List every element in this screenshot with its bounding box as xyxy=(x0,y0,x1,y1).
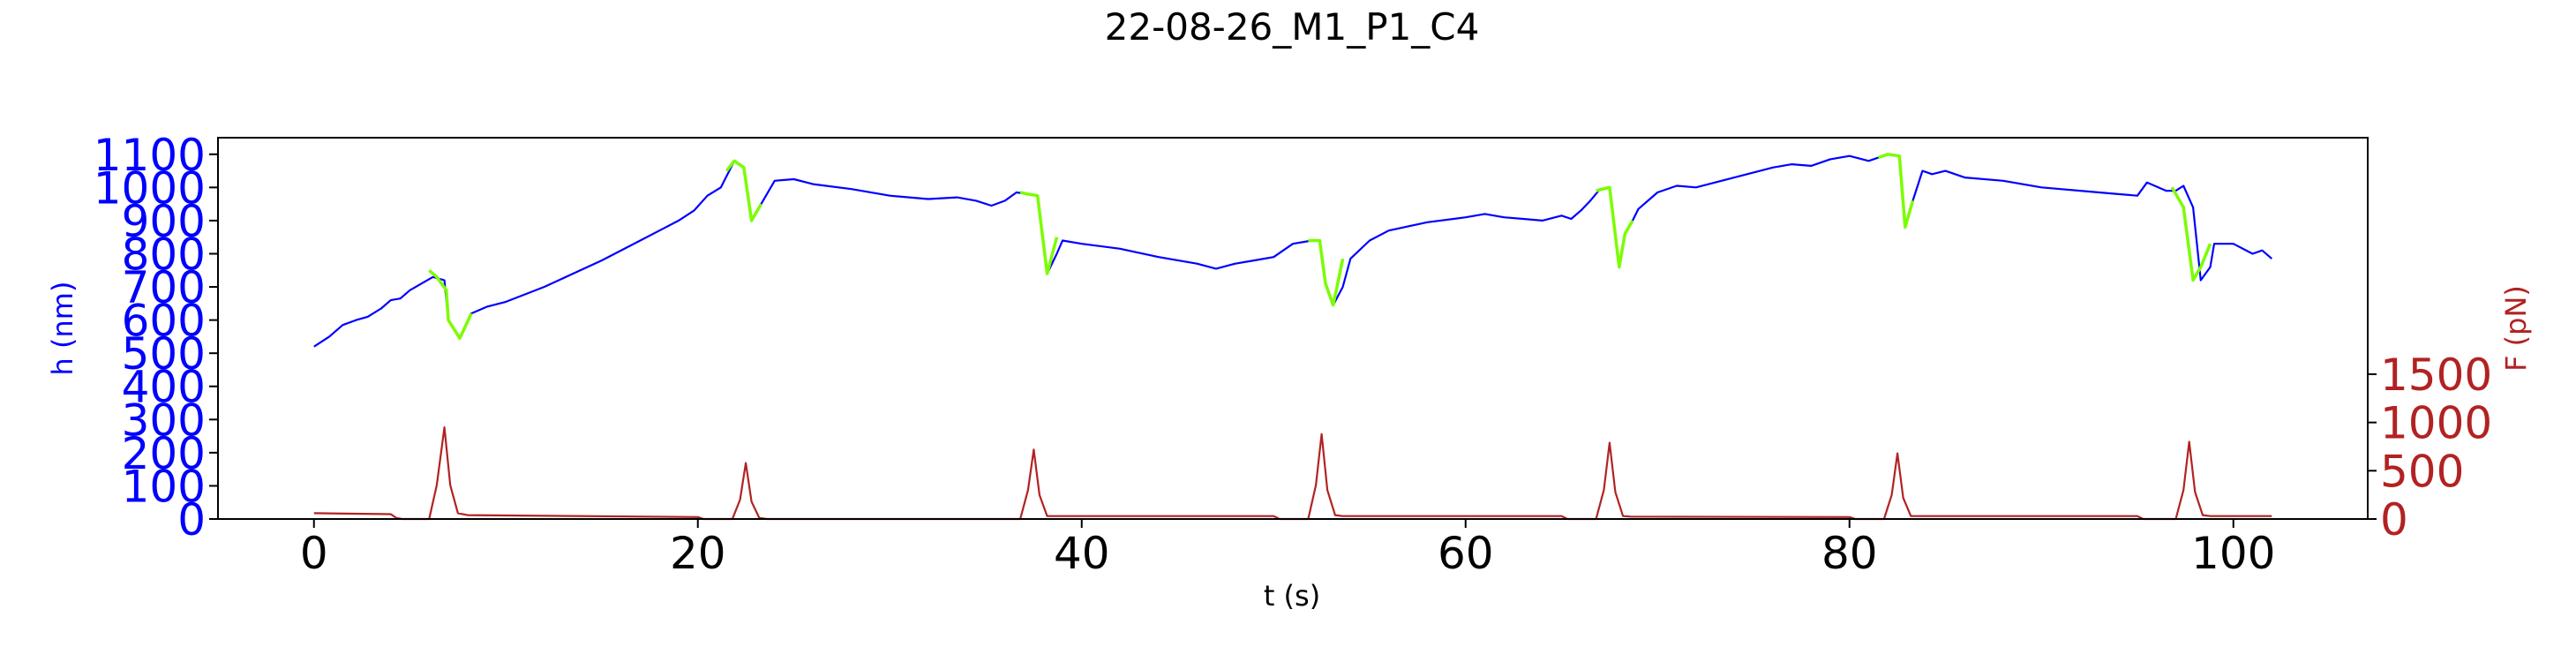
series-1-line-6 xyxy=(2170,186,2212,282)
y-left-tick-label: 800 xyxy=(122,229,206,280)
series-1-line-4 xyxy=(1596,185,1634,269)
x-tick-label: 20 xyxy=(670,528,726,579)
x-axis-label: t (s) xyxy=(1264,579,1320,613)
y-left-tick-label: 300 xyxy=(122,395,206,446)
y-left-tick-label: 0 xyxy=(177,494,206,545)
y-left-tick-label: 600 xyxy=(122,296,206,347)
series-1-line-3 xyxy=(1308,238,1345,307)
y-right-tick-label: 1000 xyxy=(2380,398,2492,449)
y-axis-left-label: h (nm) xyxy=(46,282,79,376)
y-axis-right-label: F (pN) xyxy=(2499,285,2533,372)
series-1-line-1 xyxy=(725,159,763,222)
y-left-tick-label: 700 xyxy=(122,262,206,313)
y-left-tick-label: 1100 xyxy=(94,130,206,181)
y-right-tick-label: 1500 xyxy=(2380,350,2492,401)
x-tick-label: 100 xyxy=(2191,528,2275,579)
plot-frame xyxy=(217,137,2369,520)
y-right-tick-label: 500 xyxy=(2380,446,2464,497)
series-0-line xyxy=(313,153,2273,348)
plot-lines xyxy=(313,153,2273,521)
x-tick-label: 60 xyxy=(1438,528,1494,579)
x-tick-label: 80 xyxy=(1821,528,1878,579)
y-left-tick-label: 400 xyxy=(122,362,206,413)
y-left-tick-label: 1000 xyxy=(94,162,206,214)
x-axis: 0 20 40 60 80 100 xyxy=(300,519,2275,579)
x-tick-label: 0 xyxy=(300,528,328,579)
series-1-line-2 xyxy=(1019,191,1059,275)
series-1-line-5 xyxy=(1877,153,1915,229)
y-left-tick-label: 100 xyxy=(122,461,206,512)
y-right-tick-label: 0 xyxy=(2380,494,2408,545)
series-1-line-0 xyxy=(428,268,473,341)
y-left-tick-label: 200 xyxy=(122,428,206,479)
x-tick-label: 40 xyxy=(1054,528,1110,579)
chart-title: 22-08-26_M1_P1_C4 xyxy=(1105,5,1480,49)
y-left-tick-label: 500 xyxy=(122,328,206,380)
y-left-tick-label: 900 xyxy=(122,196,206,247)
series-2-line xyxy=(313,426,2272,521)
